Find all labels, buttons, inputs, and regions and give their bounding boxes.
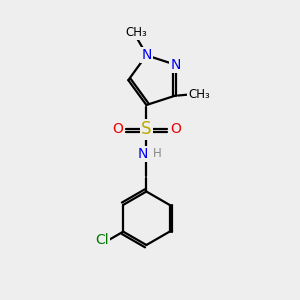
Text: O: O bbox=[170, 122, 181, 136]
Text: N: N bbox=[170, 58, 181, 72]
Text: Cl: Cl bbox=[96, 233, 109, 247]
Text: CH₃: CH₃ bbox=[125, 26, 147, 40]
Text: S: S bbox=[141, 120, 152, 138]
Text: CH₃: CH₃ bbox=[188, 88, 210, 100]
Text: N: N bbox=[138, 147, 148, 161]
Text: H: H bbox=[153, 147, 162, 160]
Text: O: O bbox=[112, 122, 123, 136]
Text: N: N bbox=[141, 48, 152, 62]
